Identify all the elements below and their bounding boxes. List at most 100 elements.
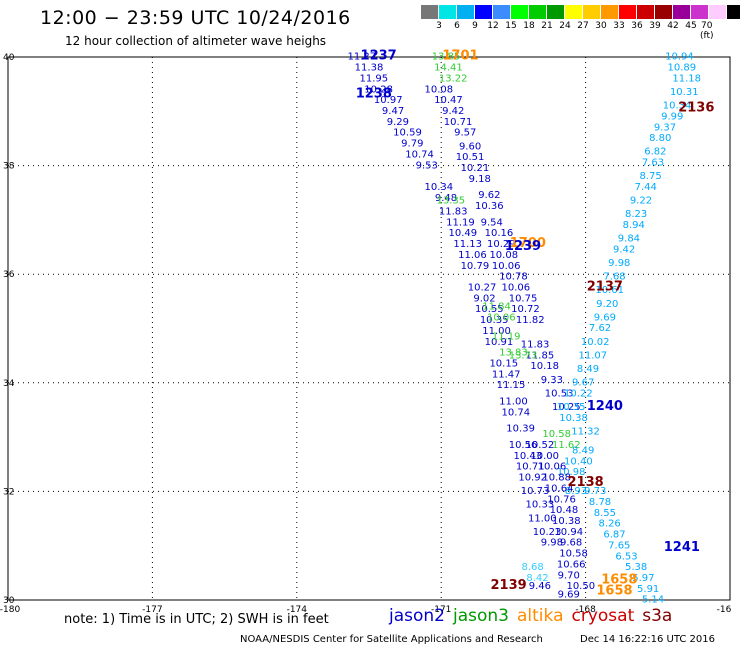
color-scale-label: 30 [595,21,607,31]
color-swatch [529,5,547,19]
swh-value-label: 9.73 [584,486,606,497]
swh-value-label: 11.62 [552,440,581,451]
lat-tick-label: 40 [3,53,15,63]
swh-value-label: 10.27 [468,282,497,293]
color-scale-label: 24 [559,21,571,31]
swh-value-label: 10.48 [550,505,579,516]
swh-value-label: 10.21 [461,163,490,174]
swh-value-label: 8.75 [639,171,661,182]
legend-jason2: jason2 [389,606,445,626]
swh-value-label: 8.49 [572,445,594,456]
swh-value-label: 10.74 [501,407,530,418]
swh-value-label: 11.19 [492,331,521,342]
swh-value-label: 6.53 [615,551,637,562]
color-scale-label: 42 [667,21,679,31]
swh-value-label: 13.73 [509,350,538,361]
swh-value-label: 5.38 [625,562,647,573]
legend-s3a: s3a [642,606,673,626]
swh-value-label: 10.56 [509,440,538,451]
swh-value-label: 9.99 [661,111,683,122]
color-scale-label: 15 [505,21,517,31]
color-swatch [475,5,493,19]
track-jason2-1241: 9.738.788.558.266.877.656.535.385.975.91… [584,486,664,606]
legend-jason3: jason3 [453,606,509,626]
swh-value-label: 10.75 [509,293,538,304]
swh-value-label: 9.18 [469,174,491,185]
swh-value-label: 9.79 [401,139,423,150]
swh-value-label: 10.58 [559,549,588,560]
swh-value-label: 7.68 [603,272,625,283]
swh-value-label: 5.91 [637,584,659,595]
page-subtitle: 12 hour collection of altimeter wave hei… [65,34,327,48]
swh-value-label: 11.38 [355,63,384,74]
swh-value-label: 11.47 [492,369,521,380]
lon-tick-label: -168 [575,605,596,615]
swh-value-label: 11.84 [482,301,511,312]
swh-value-label: 10.94 [665,52,694,63]
swh-value-label: 11.32 [571,426,600,437]
lat-tick-label: 32 [3,487,14,497]
pass-time-label: 1701 [442,49,478,64]
swh-value-label: 11.19 [446,217,475,228]
swh-value-label: 11.85 [526,350,555,361]
footer-timestamp: Dec 14 16:22:16 UTC 2016 [580,634,715,645]
color-swatch [655,5,673,19]
color-scale-label: 33 [613,21,625,31]
lat-tick-label: 38 [3,162,15,172]
color-scale-label: 6 [454,21,460,31]
color-swatch [457,5,475,19]
color-swatch [727,5,740,19]
color-swatch [709,5,727,19]
satellite-legend: jason2 jason3 altika cryosat s3a [389,606,680,626]
swh-value-label: 11.15 [497,380,526,391]
swh-value-label: 10.72 [511,304,540,315]
swh-value-label: 10.31 [670,87,699,98]
color-scale-label: 36 [631,21,643,31]
lon-tick-label: -16 [717,605,732,615]
swh-value-label: 11.00 [528,513,557,524]
legend-cryosat: cryosat [571,606,635,626]
lat-tick-label: 30 [3,596,15,606]
swh-value-label: 10.23 [533,527,562,538]
footer-credit: NOAA/NESDIS Center for Satellite Applica… [240,634,543,645]
swh-value-label: 7.65 [608,540,630,551]
page-title: 12:00 − 23:59 UTC 10/24/2016 [40,7,351,29]
swh-value-label: 10.73 [521,486,550,497]
swh-value-label: 8.55 [594,508,616,519]
swh-value-label: 9.29 [387,117,409,128]
pass-time-label: 1658 [596,584,632,599]
swh-value-label: 10.06 [487,312,516,323]
swh-value-label: 8.80 [649,133,671,144]
swh-value-label: 10.02 [581,337,610,348]
color-scale-label: 21 [541,21,553,31]
swh-value-label: 9.69 [594,312,616,323]
swh-value-label: 9.46 [529,581,551,592]
swh-value-label: 13.22 [439,73,468,84]
swh-value-label: 10.78 [499,272,528,283]
swh-value-label: 8.94 [623,220,645,231]
swh-value-label: 10.06 [538,462,567,473]
map-border [7,56,731,601]
swh-value-label: 8.49 [577,364,599,375]
color-swatch [637,5,655,19]
swh-value-label: 10.43 [514,451,543,462]
color-scale-label: 27 [577,21,589,31]
swh-value-label: 10.22 [564,388,593,399]
swh-value-label: 11.95 [359,73,388,84]
swh-value-label: 10.49 [449,228,478,239]
color-scale-label: 39 [649,21,661,31]
swh-value-label: 11.13 [453,239,482,250]
swh-value-label: 9.69 [558,589,580,600]
swh-value-label: 11.82 [516,315,545,326]
swh-value-label: 5.97 [632,573,654,584]
color-scale-label: 12 [487,21,499,31]
swh-value-label: 9.62 [478,190,500,201]
swh-value-label: 10.58 [542,429,571,440]
swh-value-label: 9.22 [630,196,652,207]
swh-value-label: 11.00 [482,326,511,337]
swh-value-label: 14.41 [434,63,463,74]
track-altika-1658: 8.688.42 [522,562,549,584]
swh-value-label: 9.37 [654,122,676,133]
